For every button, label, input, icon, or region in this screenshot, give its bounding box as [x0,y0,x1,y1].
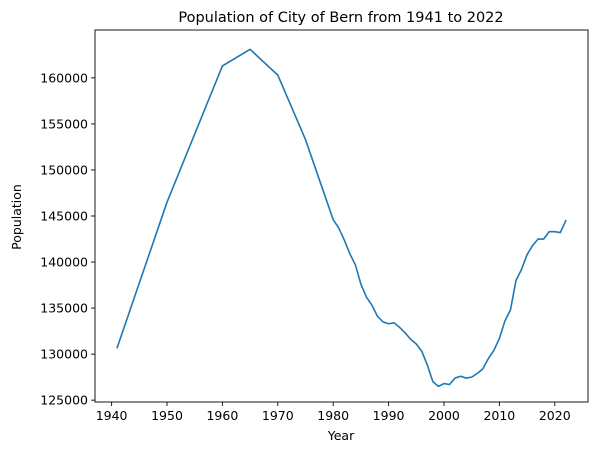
y-axis-ticks: 125000 130000 135000 140000 145000 150000 1550… [40,70,95,408]
series-layer [116,48,567,388]
x-tick-label: 1960 [206,408,238,423]
chart-title: Population of City of Bern from 1941 to … [178,10,503,26]
y-tick-label: 125000 [40,393,88,408]
x-tick-label: 1970 [262,408,294,423]
y-tick-label: 150000 [40,162,88,177]
plot-area-frame [94,29,589,403]
y-tick-label: 130000 [40,347,88,362]
y-tick-label: 155000 [40,116,88,131]
x-tick-label: 1940 [96,408,128,423]
x-axis-label: Year [327,428,355,443]
x-tick-label: 2000 [428,408,460,423]
x-tick-label: 1990 [373,408,405,423]
x-tick-label: 1950 [151,408,183,423]
plot-frame [94,29,589,403]
x-axis-ticks: 1940 1950 1960 1970 1980 1990 2000 2010 2020 [96,402,571,423]
series-line-0 [116,48,567,388]
x-tick-label: 2010 [483,408,515,423]
y-axis-label: Population [9,184,24,250]
x-tick-label: 1980 [317,408,349,423]
x-tick-label: 2020 [539,408,571,423]
y-tick-label: 160000 [40,70,88,85]
y-tick-label: 145000 [40,209,88,224]
y-tick-label: 135000 [40,301,88,316]
y-tick-label: 140000 [40,255,88,270]
